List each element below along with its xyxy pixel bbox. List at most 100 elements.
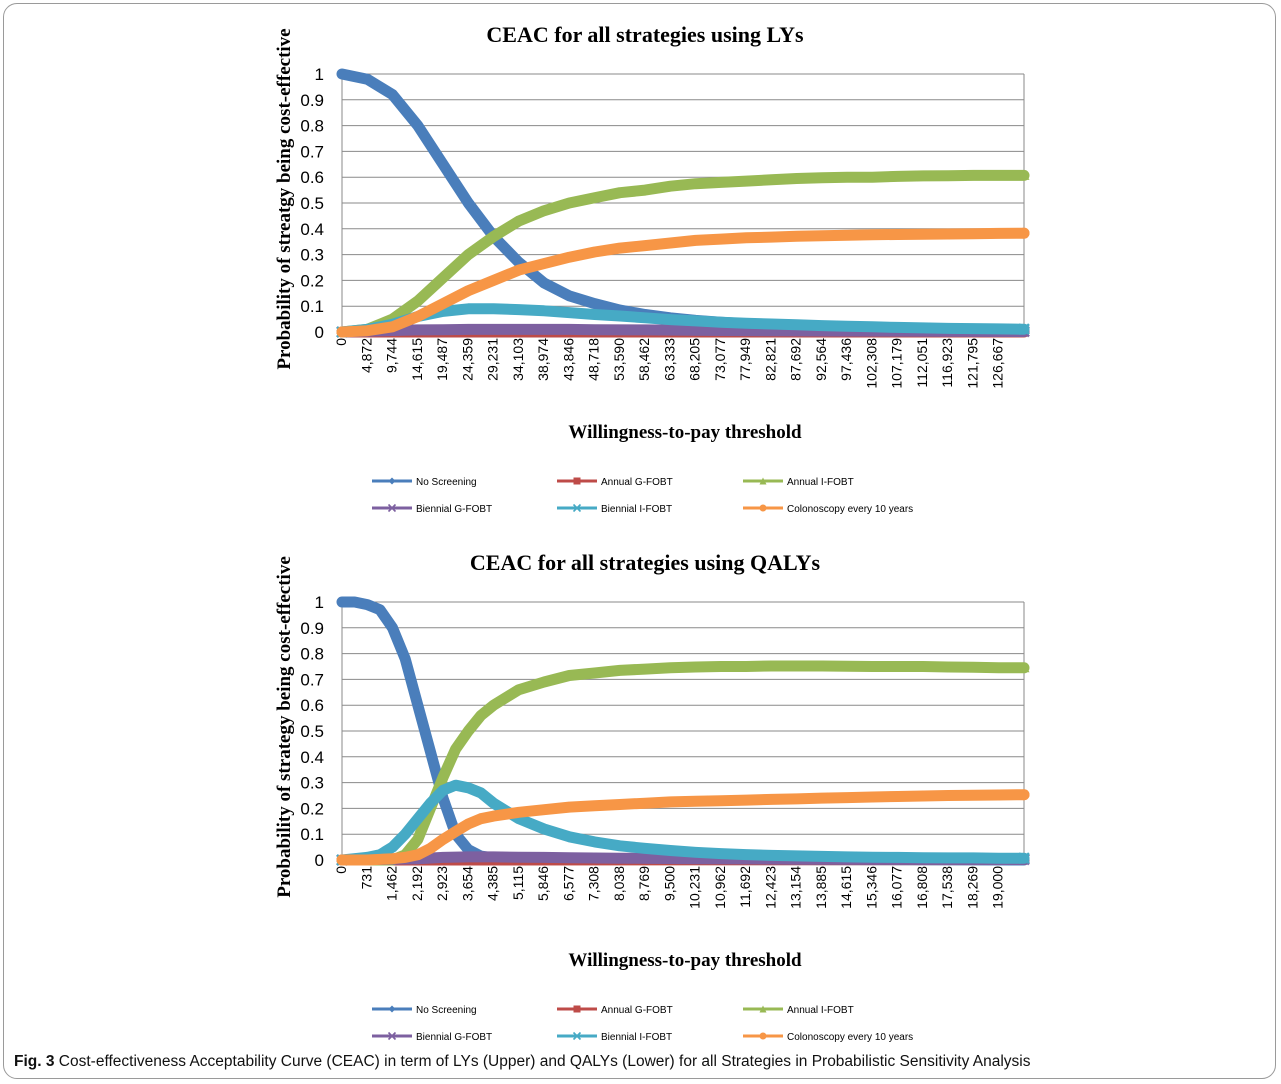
chart1-x-tick-label: 58,462 bbox=[636, 338, 652, 381]
chart1-x-tick-label: 116,923 bbox=[939, 338, 955, 388]
ceac-qalys-chart: CEAC for all strategies using QALYs 0 0.1 0… bbox=[274, 550, 1030, 1043]
chart1-series-end-marker bbox=[336, 326, 348, 338]
chart1-x-tick-label: 68,205 bbox=[687, 338, 703, 381]
chart2-legend-label: Biennial G-FOBT bbox=[416, 1032, 492, 1043]
chart1-title: CEAC for all strategies using LYs bbox=[486, 22, 804, 47]
chart2-series-line bbox=[336, 789, 1030, 866]
chart1-legend-item-no-screening: No Screening bbox=[372, 477, 477, 488]
chart1-series-colonoscopy-every-10-years bbox=[336, 227, 1030, 338]
chart1-series-line bbox=[336, 323, 1030, 338]
chart1-x-tick-label: 0 bbox=[333, 338, 349, 346]
chart2-x-tick-label: 8,038 bbox=[611, 866, 627, 901]
chart1-legend-item-annual-i-fobt: Annual I-FOBT bbox=[743, 477, 854, 488]
chart1-y-tick-label: 0.8 bbox=[300, 117, 324, 136]
chart1-y-tick-label: 0.7 bbox=[300, 142, 324, 161]
chart2-legend-label: Biennial I-FOBT bbox=[601, 1032, 672, 1043]
chart2-y-tick-label: 1 bbox=[315, 593, 324, 612]
chart1-x-tick-label: 34,103 bbox=[510, 338, 526, 381]
chart2-series-end-marker bbox=[1018, 852, 1030, 865]
chart2-series-line bbox=[336, 779, 1030, 866]
chart1-x-tick-label: 53,590 bbox=[611, 338, 627, 381]
chart2-series-end-marker bbox=[1018, 789, 1030, 801]
chart1-y-tick-label: 0.1 bbox=[300, 297, 324, 316]
chart1-x-tick-label: 87,692 bbox=[788, 338, 804, 381]
chart2-legend-item-biennial-g-fobt: Biennial G-FOBT bbox=[372, 1031, 492, 1043]
chart2-x-tick-label: 18,269 bbox=[964, 866, 980, 909]
chart1-series-end-marker bbox=[1018, 227, 1030, 239]
chart2-x-tick-label: 10,231 bbox=[687, 866, 703, 909]
chart1-x-tick-label: 24,359 bbox=[459, 338, 475, 381]
chart2-legend-marker bbox=[759, 1032, 767, 1040]
chart2-x-tick-label: 0 bbox=[333, 866, 349, 874]
chart1-x-tick-label: 48,718 bbox=[586, 338, 602, 381]
chart1-x-tick-label: 82,821 bbox=[762, 338, 778, 381]
chart2-x-tick-label: 11,692 bbox=[737, 866, 753, 908]
chart2-x-tick-label: 17,538 bbox=[939, 866, 955, 909]
chart1-series-no-screening bbox=[336, 68, 1030, 336]
chart1-y-tick-label: 0.6 bbox=[300, 168, 324, 187]
chart2-series-end-marker bbox=[336, 854, 348, 866]
chart2-legend-label: Annual I-FOBT bbox=[787, 1005, 854, 1016]
chart1-legend-item-biennial-i-fobt: Biennial I-FOBT bbox=[557, 503, 672, 515]
chart2-x-tick-label: 12,423 bbox=[762, 866, 778, 909]
chart2-y-axis-title: Probability of strategy being cost-effec… bbox=[274, 556, 295, 898]
chart2-legend-label: Colonoscopy every 10 years bbox=[787, 1032, 913, 1043]
chart1-x-tick-label: 112,051 bbox=[914, 338, 930, 388]
chart1-y-tick-label: 0.2 bbox=[300, 271, 324, 290]
chart2-x-tick-label: 6,577 bbox=[560, 866, 576, 901]
chart2-y-tick-label: 0.4 bbox=[300, 748, 324, 767]
chart2-y-tick-label: 0.7 bbox=[300, 670, 324, 689]
chart2-x-tick-label: 19,000 bbox=[990, 866, 1006, 909]
chart1-series-line bbox=[336, 303, 1030, 338]
chart1-series-end-marker bbox=[337, 69, 347, 79]
chart1-x-tick-label: 77,949 bbox=[737, 338, 753, 381]
chart1-x-tick-label: 92,564 bbox=[813, 338, 829, 381]
chart2-y-tick-label: 0.6 bbox=[300, 696, 324, 715]
chart1-x-tick-label: 29,231 bbox=[485, 338, 501, 381]
chart2-series-line bbox=[336, 851, 1030, 866]
chart2-legend-marker bbox=[388, 1005, 396, 1013]
chart2-y-tick-label: 0.2 bbox=[300, 799, 324, 818]
chart2-legend-item-annual-g-fobt: Annual G-FOBT bbox=[557, 1005, 673, 1016]
chart2-x-tick-label: 9,500 bbox=[661, 866, 677, 901]
chart1-series-end-marker bbox=[1018, 169, 1030, 180]
chart1-y-tick-label: 0.9 bbox=[300, 91, 324, 110]
chart1-legend-marker bbox=[387, 503, 397, 513]
chart1-legend-item-annual-g-fobt: Annual G-FOBT bbox=[557, 477, 673, 488]
chart2-x-tick-label: 7,308 bbox=[586, 866, 602, 901]
chart2-x-tick-label: 5,115 bbox=[510, 866, 526, 900]
figure-caption-text: Cost-effectiveness Acceptability Curve (… bbox=[54, 1053, 1031, 1070]
chart1-x-tick-label: 102,308 bbox=[863, 338, 879, 389]
chart1-x-tick-label: 121,795 bbox=[964, 338, 980, 389]
figure-label: Fig. 3 bbox=[14, 1053, 55, 1070]
chart1-x-tick-label: 63,333 bbox=[661, 338, 677, 381]
chart2-legend-item-colonoscopy-every-10-years: Colonoscopy every 10 years bbox=[743, 1032, 913, 1043]
chart1-x-tick-label: 97,436 bbox=[838, 338, 854, 381]
chart1-legend-label: No Screening bbox=[416, 477, 477, 488]
chart2-legend-label: No Screening bbox=[416, 1005, 477, 1016]
chart1-legend-label: Biennial G-FOBT bbox=[416, 504, 492, 515]
chart2-series-colonoscopy-every-10-years bbox=[336, 789, 1030, 866]
chart1-x-axis-title: Willingness-to-pay threshold bbox=[568, 422, 802, 443]
chart2-x-tick-label: 10,962 bbox=[712, 866, 728, 909]
chart2-x-tick-label: 3,654 bbox=[459, 866, 475, 901]
chart1-y-tick-label: 0 bbox=[315, 323, 324, 342]
chart2-x-tick-label: 5,846 bbox=[535, 866, 551, 901]
chart2-y-tick-label: 0.1 bbox=[300, 825, 324, 844]
chart1-y-tick-label: 0.5 bbox=[300, 194, 324, 213]
chart2-y-tick-label: 0.9 bbox=[300, 619, 324, 638]
chart1-legend-marker bbox=[388, 477, 396, 485]
chart2-series-end-marker bbox=[1018, 662, 1030, 673]
chart1-legend-label: Colonoscopy every 10 years bbox=[787, 504, 913, 515]
chart2-x-tick-label: 1,462 bbox=[384, 866, 400, 901]
chart1-x-tick-label: 14,615 bbox=[409, 338, 425, 381]
chart1-x-tick-label: 19,487 bbox=[434, 338, 450, 381]
chart1-legend-item-colonoscopy-every-10-years: Colonoscopy every 10 years bbox=[743, 504, 913, 515]
chart2-x-tick-label: 16,808 bbox=[914, 866, 930, 909]
ceac-lys-chart: CEAC for all strategies using LYs 0 0.1 0.2… bbox=[274, 22, 1030, 515]
chart1-x-tick-label: 43,846 bbox=[560, 338, 576, 381]
chart1-y-tick-label: 0.4 bbox=[300, 220, 324, 239]
chart2-x-tick-label: 13,885 bbox=[813, 866, 829, 909]
chart2-legend-item-biennial-i-fobt: Biennial I-FOBT bbox=[557, 1031, 672, 1043]
chart2-x-tick-label: 13,154 bbox=[788, 866, 804, 909]
